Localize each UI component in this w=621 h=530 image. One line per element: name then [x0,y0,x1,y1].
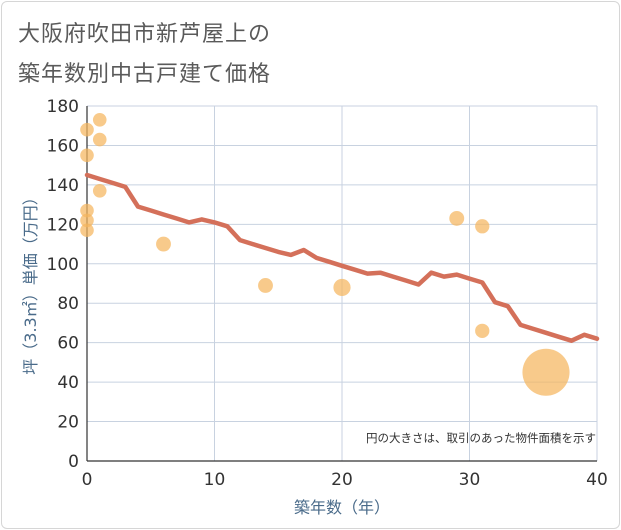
y-tick-label: 120 [47,215,79,235]
data-point [92,184,107,198]
y-tick-label: 100 [47,255,79,275]
y-tick-label: 80 [57,294,79,314]
y-tick-label: 40 [57,373,79,393]
x-tick-label: 30 [459,470,481,490]
data-point [92,113,107,127]
grid [87,105,598,461]
chart-title-line-2: 築年数別中古戸建て価格 [18,62,272,87]
trend-line-group [84,172,600,343]
data-point [333,278,351,297]
x-tick-label: 0 [82,470,93,490]
y-tick-label: 140 [47,176,79,196]
x-tick-label: 20 [331,470,353,490]
data-point [80,223,94,238]
chart-note: 円の大きさは、取引のあった物件面積を示す [366,431,596,445]
chart-title-line-1: 大阪府吹田市新芦屋上の [18,22,272,47]
x-axis-title: 築年数（年） [294,498,390,517]
trend-line [84,172,600,343]
x-tick-label: 10 [204,470,226,490]
data-point [80,203,94,218]
y-tick-label: 180 [47,97,79,117]
data-points [80,113,570,396]
data-point [92,132,107,147]
data-point [156,236,171,252]
data-point [258,278,273,293]
y-tick-label: 160 [47,136,79,156]
data-point [80,122,94,137]
y-tick-label: 20 [57,413,79,433]
data-point [80,213,94,228]
tick-labels: 0 20 40 60 80 100 120 140 160 180 0 10 20 30 40 [47,97,608,490]
y-tick-label: 0 [68,452,79,472]
data-point [449,210,465,226]
axes [86,106,597,462]
y-axis-title: 坪（3.3㎡）単価（万円） [21,189,40,374]
data-point [80,148,94,163]
data-point [475,323,490,338]
x-tick-label: 40 [586,470,608,490]
y-tick-label: 60 [57,334,79,354]
data-point [475,219,490,234]
data-point [522,348,570,396]
